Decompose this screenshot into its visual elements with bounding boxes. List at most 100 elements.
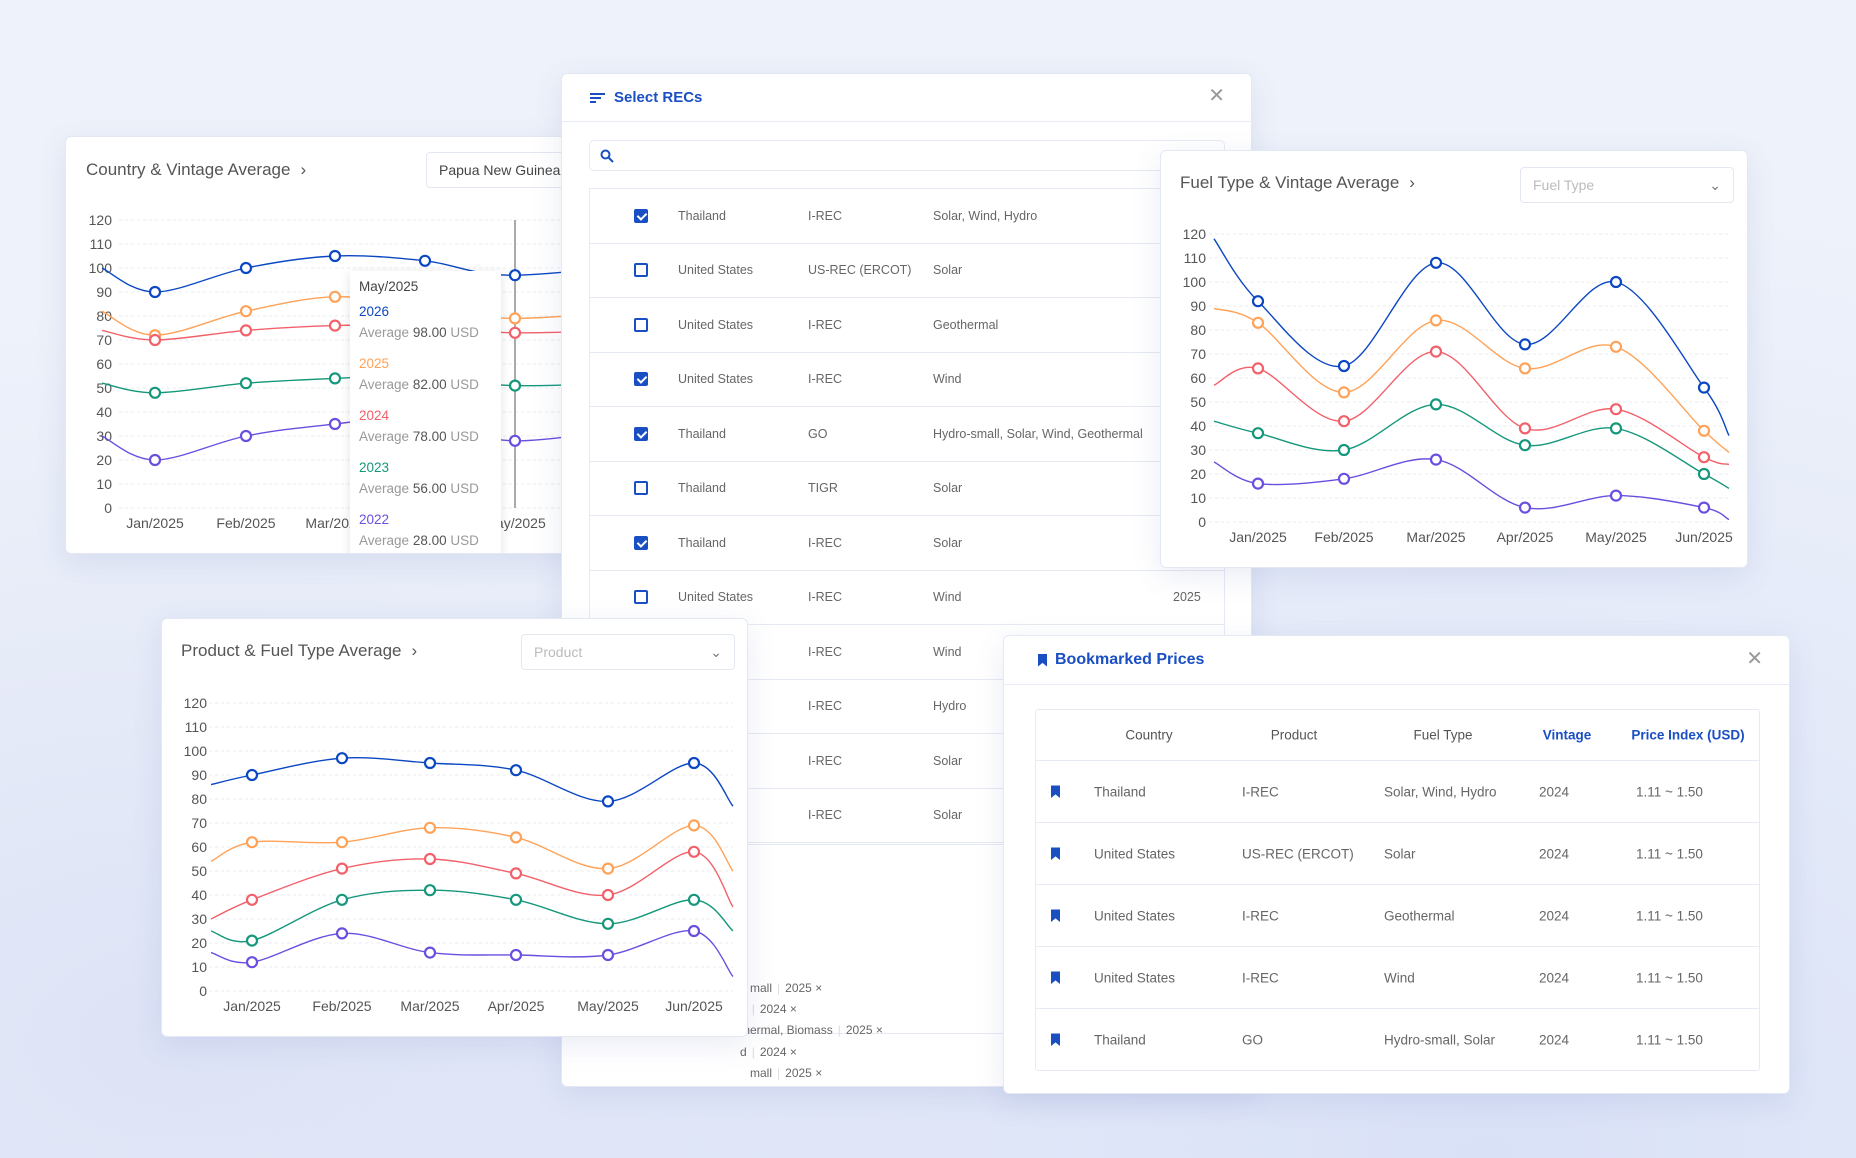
data-point[interactable] <box>1697 467 1711 481</box>
bookmark-icon[interactable] <box>1051 909 1060 922</box>
data-point[interactable] <box>245 836 259 849</box>
data-point[interactable] <box>1697 381 1711 394</box>
data-point[interactable] <box>601 795 615 808</box>
data-point[interactable] <box>1609 340 1623 353</box>
checkbox-checked[interactable] <box>634 426 648 441</box>
data-point[interactable] <box>1429 314 1443 327</box>
data-point[interactable] <box>1697 451 1711 464</box>
table-row[interactable]: United States US-REC (ERCOT) Solar <box>590 244 1224 298</box>
checkbox-checked[interactable] <box>634 208 648 223</box>
product-dropdown[interactable]: Product ⌄ <box>521 634 735 670</box>
col-price-index[interactable]: Price Index (USD) <box>1631 727 1745 743</box>
data-point[interactable] <box>1697 424 1711 437</box>
remove-chip-icon[interactable]: × <box>875 1023 883 1037</box>
data-point[interactable] <box>509 948 523 962</box>
data-point[interactable] <box>509 831 523 844</box>
data-point[interactable] <box>1609 275 1623 289</box>
selected-rec-chip[interactable]: d|2024 × <box>740 1002 797 1016</box>
data-point[interactable] <box>601 917 615 930</box>
data-point[interactable] <box>687 893 701 906</box>
selected-rec-chip[interactable]: d|2024 × <box>740 1045 797 1059</box>
data-point[interactable] <box>423 821 437 834</box>
data-point[interactable] <box>239 324 253 337</box>
data-point[interactable] <box>335 927 349 940</box>
data-point[interactable] <box>328 249 342 263</box>
data-point[interactable] <box>1429 398 1443 411</box>
data-point[interactable] <box>508 379 522 392</box>
data-point[interactable] <box>245 934 259 947</box>
selected-rec-chip[interactable]: mall | 2025 × <box>750 981 823 995</box>
data-point[interactable] <box>245 768 259 782</box>
fuel-type-dropdown[interactable]: Fuel Type ⌄ <box>1520 167 1734 203</box>
data-point[interactable] <box>423 946 437 959</box>
checkbox-checked[interactable] <box>634 535 648 550</box>
search-input[interactable] <box>589 140 1225 171</box>
data-point[interactable] <box>418 254 432 267</box>
bookmark-icon[interactable] <box>1051 847 1060 860</box>
data-point[interactable] <box>509 867 523 880</box>
bookmark-icon[interactable] <box>1051 971 1060 984</box>
data-point[interactable] <box>687 819 701 832</box>
data-point[interactable] <box>239 377 253 390</box>
table-row[interactable]: Thailand I-REC Solar, Wind, Hydro <box>590 189 1224 244</box>
data-point[interactable] <box>508 269 522 282</box>
table-row[interactable]: United States I-REC Geothermal <box>590 298 1224 353</box>
data-point[interactable] <box>1337 472 1351 485</box>
checkbox-unchecked[interactable] <box>634 481 648 496</box>
data-point[interactable] <box>508 434 522 447</box>
close-icon[interactable]: ✕ <box>1208 85 1225 107</box>
data-point[interactable] <box>1518 439 1532 452</box>
data-point[interactable] <box>687 924 701 938</box>
data-point[interactable] <box>1518 501 1532 514</box>
data-point[interactable] <box>148 333 162 347</box>
data-point[interactable] <box>1337 415 1351 428</box>
table-row[interactable]: United States US-REC (ERCOT) Solar 2024 … <box>1036 822 1759 884</box>
checkbox-unchecked[interactable] <box>634 590 648 605</box>
data-point[interactable] <box>508 312 522 325</box>
data-point[interactable] <box>335 893 349 906</box>
table-row[interactable]: United States I-REC Geothermal 2024 1.11… <box>1036 884 1759 946</box>
col-product[interactable]: Product <box>1270 727 1318 743</box>
data-point[interactable] <box>239 261 253 275</box>
table-row[interactable]: Thailand I-REC Solar, Wind, Hydro 2024 1… <box>1036 760 1759 822</box>
selected-rec-chip[interactable]: thermal, Biomass | 2025 × <box>740 1023 883 1037</box>
checkbox-unchecked[interactable] <box>634 317 648 332</box>
data-point[interactable] <box>687 756 701 770</box>
data-point[interactable] <box>423 852 437 866</box>
data-point[interactable] <box>245 956 259 969</box>
col-fuel-type[interactable]: Fuel Type <box>1413 727 1473 743</box>
data-point[interactable] <box>328 417 342 431</box>
data-point[interactable] <box>1518 422 1532 435</box>
data-point[interactable] <box>423 884 437 897</box>
data-point[interactable] <box>508 326 522 339</box>
fuel-vintage-title[interactable]: Fuel Type & Vintage Average › <box>1180 173 1415 193</box>
data-point[interactable] <box>1609 403 1623 416</box>
data-point[interactable] <box>335 752 349 765</box>
data-point[interactable] <box>148 453 162 467</box>
table-row[interactable]: Thailand GO Hydro-small, Solar 2024 1.11… <box>1036 1008 1759 1070</box>
data-point[interactable] <box>601 888 615 902</box>
data-point[interactable] <box>328 372 342 385</box>
data-point[interactable] <box>148 386 162 399</box>
data-point[interactable] <box>1429 453 1443 466</box>
table-row[interactable]: United States I-REC Wind 2025 <box>590 571 1224 625</box>
remove-chip-icon[interactable]: × <box>815 981 823 995</box>
data-point[interactable] <box>1518 362 1532 375</box>
data-point[interactable] <box>1429 345 1443 358</box>
data-point[interactable] <box>328 290 342 303</box>
data-point[interactable] <box>1518 338 1532 351</box>
data-point[interactable] <box>687 845 701 858</box>
data-point[interactable] <box>1251 427 1265 440</box>
data-point[interactable] <box>1251 477 1265 490</box>
data-point[interactable] <box>1429 256 1443 269</box>
data-point[interactable] <box>601 862 615 875</box>
data-point[interactable] <box>335 862 349 875</box>
checkbox-unchecked[interactable] <box>634 263 648 278</box>
selected-rec-chip[interactable]: mall | 2025 × <box>750 1066 823 1080</box>
data-point[interactable] <box>601 948 615 962</box>
table-row[interactable]: Thailand GO Hydro-small, Solar, Wind, Ge… <box>590 407 1224 462</box>
product-fuel-title[interactable]: Product & Fuel Type Average › <box>181 641 417 661</box>
bookmark-icon[interactable] <box>1051 785 1060 798</box>
table-row[interactable]: Thailand TIGR Solar <box>590 462 1224 516</box>
data-point[interactable] <box>1337 443 1351 457</box>
